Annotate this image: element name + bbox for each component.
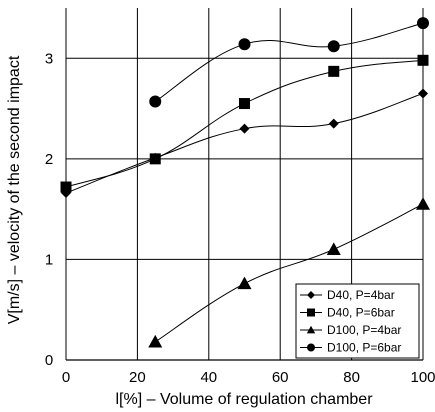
x-tick-label: 0 bbox=[62, 369, 70, 386]
series-line bbox=[65, 59, 424, 188]
legend-label: D40, P=4bar bbox=[327, 288, 395, 302]
data-point-square bbox=[239, 98, 250, 110]
y-tick-label: 3 bbox=[45, 50, 53, 67]
x-tick-label: 20 bbox=[129, 369, 146, 386]
data-point-triangle bbox=[416, 197, 430, 210]
legend-item: D100, P=4bar bbox=[300, 323, 401, 337]
legend-item: D40, P=4bar bbox=[300, 288, 395, 302]
y-tick-label: 2 bbox=[45, 151, 53, 168]
x-tick-label: 60 bbox=[272, 369, 289, 386]
legend-marker-square bbox=[307, 308, 315, 317]
grid bbox=[65, 8, 424, 360]
x-axis-title: l[%] – Volume of regulation chamber bbox=[115, 391, 373, 408]
legend-marker-circle bbox=[307, 343, 315, 352]
data-point-circle bbox=[149, 95, 162, 108]
x-tick-label: 40 bbox=[200, 369, 217, 386]
legend-label: D40, P=6bar bbox=[327, 306, 395, 320]
legend-item: D40, P=6bar bbox=[300, 306, 395, 320]
x-tick-label: 80 bbox=[343, 369, 360, 386]
data-point-circle bbox=[327, 40, 340, 53]
legend-label: D100, P=6bar bbox=[327, 341, 401, 355]
tick-labels: 0 1 2 3 0 20 40 60 80 100 bbox=[45, 50, 435, 386]
data-point-diamond bbox=[328, 118, 339, 129]
y-axis-title: V[m/s] – velocity of the second impact bbox=[6, 55, 23, 324]
y-tick-label: 0 bbox=[45, 352, 53, 369]
data-point-square bbox=[149, 153, 161, 165]
legend-marker-diamond bbox=[307, 291, 315, 299]
legend-item: D100, P=6bar bbox=[300, 341, 401, 355]
data-point-triangle bbox=[148, 334, 163, 348]
data-point-circle bbox=[238, 38, 251, 51]
data-point-square bbox=[328, 65, 340, 77]
data-point-circle bbox=[417, 17, 429, 30]
series-square bbox=[60, 54, 429, 193]
legend: D40, P=4bar D40, P=6bar D100, P=4bar D100, … bbox=[295, 283, 420, 359]
legend-marker-triangle bbox=[306, 325, 316, 334]
y-tick-label: 1 bbox=[45, 251, 53, 268]
series-line bbox=[154, 203, 424, 343]
data-point-diamond bbox=[239, 123, 250, 134]
series-layer bbox=[60, 17, 430, 348]
data-point-square bbox=[417, 54, 429, 66]
data-point-square bbox=[60, 181, 72, 193]
data-point-triangle bbox=[326, 242, 341, 255]
data-point-triangle bbox=[237, 276, 252, 290]
series-line bbox=[154, 22, 424, 102]
series-circle bbox=[149, 17, 429, 108]
data-point-diamond bbox=[418, 88, 428, 99]
legend-box bbox=[295, 283, 420, 359]
x-tick-label: 100 bbox=[410, 369, 435, 386]
series-triangle bbox=[148, 197, 430, 348]
legend-label: D100, P=4bar bbox=[327, 323, 401, 337]
